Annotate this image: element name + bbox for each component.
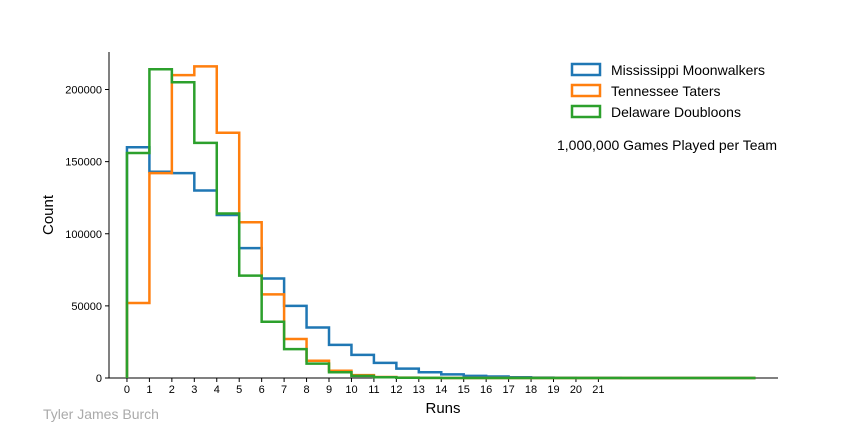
x-tick-label: 9 — [326, 384, 332, 396]
x-tick-label: 2 — [169, 384, 175, 396]
x-tick-label: 17 — [502, 384, 514, 396]
x-tick-label: 14 — [435, 384, 447, 396]
legend-swatch — [570, 83, 602, 98]
legend-swatch — [570, 104, 602, 119]
x-tick-label: 15 — [458, 384, 470, 396]
author-credit: Tyler James Burch — [43, 406, 159, 422]
legend-label: Delaware Doubloons — [611, 104, 741, 120]
x-tick-label: 11 — [368, 384, 379, 396]
chart-annotation: 1,000,000 Games Played per Team — [557, 137, 777, 153]
x-tick-label: 10 — [345, 384, 357, 396]
x-tick-label: 16 — [480, 384, 492, 396]
x-tick-label: 1 — [146, 384, 152, 396]
legend-label: Mississippi Moonwalkers — [611, 62, 765, 78]
x-tick-label: 3 — [191, 384, 197, 396]
y-tick-label: 0 — [96, 373, 102, 385]
x-tick-label: 12 — [390, 384, 402, 396]
x-tick-label: 19 — [547, 384, 559, 396]
y-tick-label: 50000 — [71, 301, 102, 313]
y-axis-label: Count — [40, 194, 57, 235]
x-tick-label: 8 — [303, 384, 309, 396]
x-axis-label: Runs — [425, 400, 460, 417]
legend-swatch — [570, 62, 602, 77]
x-tick-label: 7 — [281, 384, 287, 396]
x-tick-label: 5 — [236, 384, 242, 396]
series-step-delaware-doubloons — [125, 68, 756, 380]
x-tick-label: 21 — [592, 384, 604, 396]
x-tick-label: 13 — [413, 384, 425, 396]
legend: Mississippi Moonwalkers Tennessee Taters D… — [570, 62, 765, 120]
x-tick-label: 20 — [570, 384, 582, 396]
x-tick-label: 0 — [124, 384, 130, 396]
series-step-mississippi-moonwalkers — [125, 145, 756, 380]
y-tick-label: 100000 — [65, 229, 102, 241]
x-tick-label: 4 — [214, 384, 220, 396]
legend-label: Tennessee Taters — [611, 83, 720, 99]
x-tick-label: 6 — [259, 384, 265, 396]
series-layer — [125, 65, 756, 380]
axes: 0 1 2 3 4 5 6 7 8 9 10 11 12 13 14 15 16 17 18 19 20 21050000… — [65, 52, 778, 396]
y-tick-label: 150000 — [65, 157, 102, 169]
y-tick-label: 200000 — [65, 85, 102, 97]
x-tick-label: 18 — [525, 384, 537, 396]
